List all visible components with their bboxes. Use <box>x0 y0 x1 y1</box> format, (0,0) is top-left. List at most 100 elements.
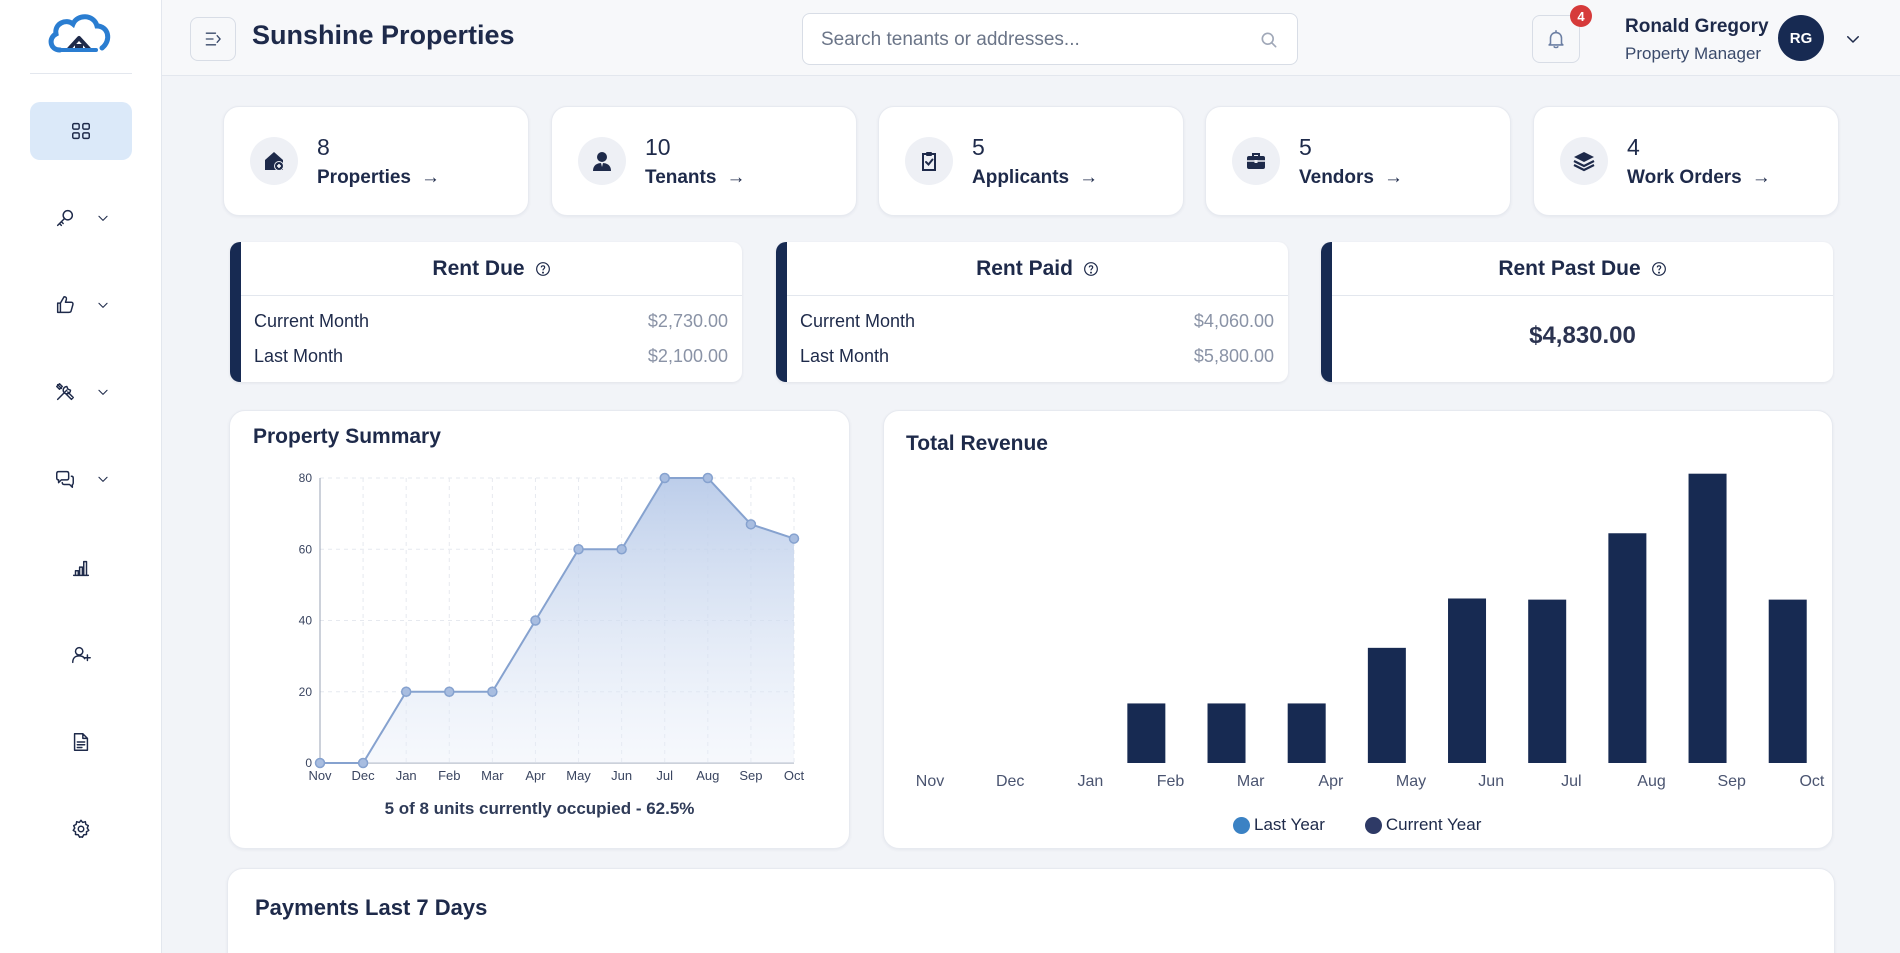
search-box[interactable] <box>802 13 1298 65</box>
bar <box>1688 473 1727 763</box>
stat-link[interactable]: Vendors → <box>1299 167 1403 189</box>
brand-logo[interactable] <box>46 12 112 54</box>
x-tick-label: Jul <box>656 768 673 783</box>
occupancy-note: 5 of 8 units currently occupied - 62.5% <box>384 799 695 818</box>
arrow-right-icon: → <box>726 167 746 188</box>
x-tick-label: Sep <box>739 768 762 783</box>
stat-value: 5 <box>972 134 985 160</box>
x-tick-label: Jun <box>611 768 632 783</box>
stat-card-tenants[interactable]: 10 Tenants → <box>551 106 857 216</box>
card-accent-bar <box>1321 242 1332 382</box>
data-point <box>487 686 498 697</box>
user-plus-icon <box>72 646 91 664</box>
card-accent-bar <box>230 242 241 382</box>
search-icon[interactable] <box>1259 30 1279 50</box>
data-point <box>400 686 412 697</box>
sidebar-item-maintenance[interactable] <box>30 363 132 421</box>
help-icon[interactable] <box>535 261 551 277</box>
sidebar-item-settings[interactable] <box>30 800 132 858</box>
thumbs-up-icon <box>56 296 74 314</box>
x-tick-label: Dec <box>352 768 376 783</box>
house-plus-icon <box>250 137 298 185</box>
bar <box>1367 647 1406 763</box>
chevron-down-icon[interactable] <box>1844 30 1862 48</box>
series-line <box>320 477 795 764</box>
sidebar-toggle-button[interactable] <box>190 17 236 61</box>
help-icon[interactable] <box>1651 261 1667 277</box>
card-accent-bar <box>776 242 787 382</box>
row-value: $5,800.00 <box>1193 346 1274 366</box>
stat-card-vendors[interactable]: 5 Vendors → <box>1205 106 1511 216</box>
sidebar-item-communication[interactable] <box>30 450 132 508</box>
x-tick-label: Feb <box>438 768 460 783</box>
legend-label-last-year: Last Year <box>1254 815 1325 834</box>
stat-link[interactable]: Work Orders → <box>1627 167 1771 189</box>
card-title: Rent Paid <box>787 242 1288 296</box>
rent-paid-title: Rent Paid <box>976 256 1073 280</box>
y-tick-label: 80 <box>299 471 313 485</box>
stat-link[interactable]: Tenants → <box>645 167 745 189</box>
chart-legend: Last Year Current Year <box>1233 815 1481 835</box>
rent-due-card: Rent Due Current Month $2,730.00 Last Mon… <box>230 242 742 382</box>
rent-row-last: Last Month $5,800.00 <box>800 346 1274 367</box>
x-tick-label: Oct <box>784 768 805 783</box>
card-title: Rent Due <box>241 242 742 296</box>
chevron-down-icon <box>98 302 108 308</box>
row-value: $2,100.00 <box>647 346 728 366</box>
bar-chart-icon <box>72 560 90 577</box>
x-tick-label: Aug <box>1637 773 1665 790</box>
data-point <box>573 544 584 555</box>
stat-link[interactable]: Applicants → <box>972 167 1098 189</box>
arrow-right-icon: → <box>1751 167 1771 188</box>
stat-value: 10 <box>645 134 671 160</box>
sidebar-divider <box>30 73 132 74</box>
bar <box>1207 703 1246 763</box>
data-point <box>357 757 369 769</box>
person-icon <box>578 137 626 185</box>
gear-icon <box>72 819 90 838</box>
avatar[interactable]: RG <box>1778 15 1824 61</box>
arrow-right-icon: → <box>420 167 440 188</box>
stat-card-work-orders[interactable]: 4 Work Orders → <box>1533 106 1839 216</box>
bar <box>1768 599 1807 763</box>
data-point <box>314 757 326 769</box>
briefcase-icon <box>1232 137 1280 185</box>
x-tick-label: Jun <box>1478 773 1504 790</box>
row-value: $2,730.00 <box>647 311 728 331</box>
sidebar-item-add-user[interactable] <box>30 626 132 684</box>
sidebar-item-leasing[interactable] <box>30 189 132 247</box>
x-tick-label: May <box>566 768 591 783</box>
x-tick-label: Mar <box>1237 773 1265 790</box>
panel-title: Total Revenue <box>906 432 1048 455</box>
row-label: Last Month <box>800 346 890 366</box>
sidebar-item-approvals[interactable] <box>30 276 132 334</box>
panel-title: Payments Last 7 Days <box>255 895 488 920</box>
arrow-right-icon: → <box>1079 167 1099 188</box>
x-tick-label: Oct <box>1799 773 1824 790</box>
clipboard-check-icon <box>905 137 953 185</box>
x-tick-label: Sep <box>1717 773 1746 790</box>
stat-card-properties[interactable]: 8 Properties → <box>223 106 529 216</box>
topbar: Sunshine Properties 4 Ronald Gregory Pro… <box>162 0 1900 76</box>
data-point <box>745 519 757 530</box>
stat-link[interactable]: Properties → <box>317 167 440 189</box>
row-label: Last Month <box>254 346 344 366</box>
tools-icon <box>56 383 74 401</box>
past-due-amount: $4,830.00 <box>1529 322 1636 349</box>
data-point <box>530 615 541 626</box>
chevron-down-icon <box>98 389 108 395</box>
bar <box>1287 703 1326 763</box>
legend-swatch-last-year <box>1233 816 1250 834</box>
notification-count-badge: 4 <box>1570 5 1592 27</box>
search-input[interactable] <box>821 27 1241 53</box>
sidebar-item-documents[interactable] <box>30 713 132 771</box>
x-tick-label: Apr <box>1318 773 1344 790</box>
stat-value: 4 <box>1627 134 1640 160</box>
legend-swatch-current-year <box>1364 816 1382 834</box>
x-tick-label: Apr <box>525 768 546 783</box>
sidebar-item-reports[interactable] <box>30 539 132 597</box>
bar <box>1608 533 1647 763</box>
sidebar-item-dashboard[interactable] <box>30 102 132 160</box>
help-icon[interactable] <box>1083 261 1099 277</box>
stat-card-applicants[interactable]: 5 Applicants → <box>878 106 1184 216</box>
